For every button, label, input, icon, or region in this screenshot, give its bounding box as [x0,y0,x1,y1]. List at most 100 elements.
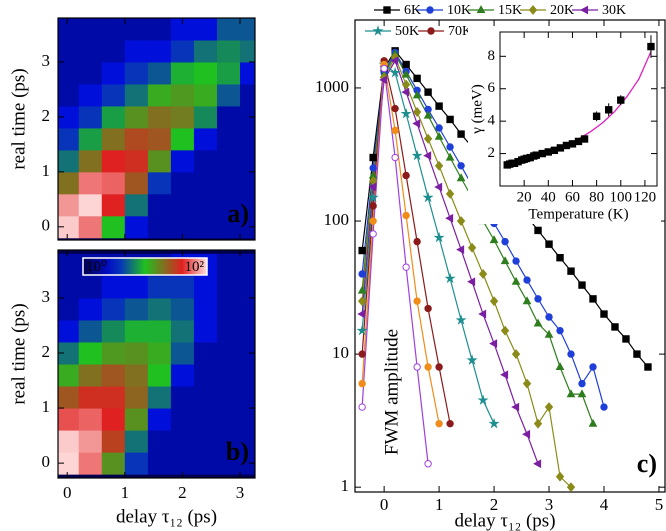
heatmap-cell [124,386,149,409]
heatmap-cell [240,215,255,239]
legend-label: 6K [404,3,421,18]
heatmap-cell [58,83,80,107]
x-tick-label: 0 [380,495,389,514]
marker [411,149,423,161]
marker [413,237,421,246]
marker [555,471,565,482]
marker [647,42,655,51]
x-tick-label: 40 [541,189,556,205]
marker [545,240,553,248]
marker [567,267,575,275]
marker [357,309,366,319]
panel-label: a) [227,199,249,228]
marker [367,191,379,203]
heatmap-cell [124,39,149,63]
marker [369,164,377,172]
y-tick-label: 0 [42,452,51,471]
marker [358,350,366,358]
heatmap-cell [263,342,287,365]
y-tick-label: 3 [42,287,51,306]
heatmap-cell [58,408,80,431]
marker [633,350,641,358]
marker [550,146,559,155]
heatmap-cell [101,408,126,431]
heatmap-cell [263,216,287,238]
marker [544,148,553,156]
marker [391,126,399,135]
marker [422,191,434,203]
marker [380,64,388,73]
marker [423,151,432,160]
marker [588,418,598,427]
marker [379,75,388,85]
heatmap-cell [240,341,255,365]
marker [500,256,510,265]
marker [534,295,542,303]
marker [435,102,443,110]
heatmap-cell [58,253,80,277]
x-tick-label: 120 [634,189,657,205]
marker [489,296,499,307]
marker [567,350,575,358]
heatmap-cell [101,18,126,41]
x-tick-label: 5 [655,495,664,514]
marker [456,245,465,254]
heatmap-cell [263,128,287,150]
marker [589,295,597,303]
heatmap-cell [263,298,287,321]
marker [622,335,630,343]
marker [566,482,576,492]
heatmap-cell [263,452,287,475]
marker [412,90,422,99]
marker [523,276,531,284]
marker [477,394,489,405]
heatmap-cell [216,452,241,475]
heatmap-cell [101,215,126,239]
legend-label: 20K [550,3,574,18]
heatmap-cell [101,364,126,387]
heatmap-cell [170,364,195,387]
heatmap-cell [263,430,287,453]
marker [476,5,486,14]
x-tick-label: 1 [435,495,444,514]
marker [358,379,366,388]
plot-frame [57,17,256,241]
plot-frame [57,249,256,479]
heatmap-cell [78,61,103,85]
heatmap-cell [78,297,103,321]
heatmap-cell [78,386,103,409]
colorbar [82,257,208,276]
heatmap-cell [240,275,255,299]
x-tick-label: 3 [545,495,554,514]
marker [578,379,586,388]
heatmap-cell [58,105,80,129]
heatmap-cell [216,61,241,85]
heatmap-cell [170,386,195,409]
marker [512,257,520,265]
heatmap-cell [78,18,103,41]
marker [644,363,652,371]
marker [383,6,391,14]
marker [511,349,521,360]
heatmap-cell [240,105,255,129]
panel-label: c) [637,449,657,478]
heatmap-cell [58,386,80,409]
heatmap-cell [193,386,218,409]
heatmap-cell [240,430,255,453]
x-axis-label: delay τ₁₂ (ps) [454,510,555,531]
heatmap-cell [101,319,126,343]
marker [545,313,553,321]
heatmap-cell [124,364,149,387]
heatmap-cell [263,84,287,106]
heatmap-cell [170,171,195,195]
heatmap-cell [263,106,287,128]
marker [528,5,538,15]
heatmap-cell [124,61,149,85]
marker [402,263,410,271]
marker [401,69,411,78]
heatmap-cell [124,430,149,453]
marker [604,106,613,114]
marker [556,326,564,335]
marker [489,339,498,348]
marker [500,325,510,336]
